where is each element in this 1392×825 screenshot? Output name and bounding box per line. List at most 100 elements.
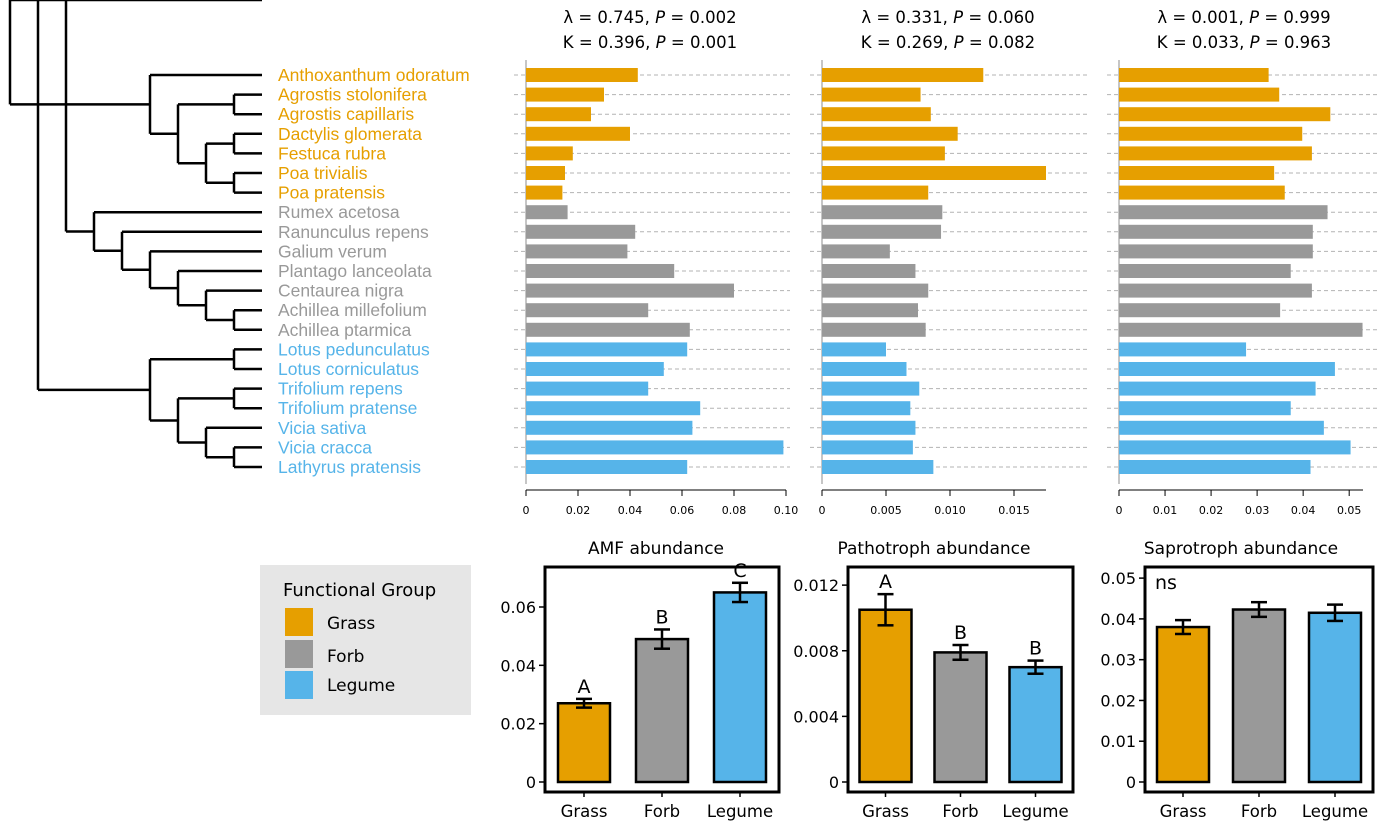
species-bar-panels: λ = 0.745, P = 0.002 K = 0.396, P = 0.001… bbox=[514, 8, 1380, 559]
group-bar-grass bbox=[556, 702, 612, 784]
group-bar-grass bbox=[858, 608, 913, 784]
bar-centaurea-nigra bbox=[1119, 283, 1312, 298]
bar-trifolium-repens bbox=[1119, 381, 1316, 396]
bar-plantago-lanceolata bbox=[1119, 264, 1291, 278]
phylogenetic-tree bbox=[8, 0, 262, 469]
bar-lotus-pedunculatus bbox=[526, 342, 688, 357]
x-tick-label: 0 bbox=[523, 504, 530, 517]
bar-agrostis-capillaris bbox=[1119, 107, 1331, 122]
bar-achillea-millefolium bbox=[1119, 303, 1281, 318]
group-bar-forb bbox=[634, 637, 690, 784]
species-label-rumex-acetosa: Rumex acetosa bbox=[278, 202, 400, 222]
stat-line: K = 0.396, P = 0.001 bbox=[563, 33, 737, 52]
species-label-poa-pratensis: Poa pratensis bbox=[278, 183, 385, 203]
bar-vicia-sativa bbox=[526, 420, 693, 435]
species-bar-chart-3: λ = 0.001, P = 0.999 K = 0.033, P = 0.963… bbox=[1107, 8, 1380, 559]
species-label-lotus-corniculatus: Lotus corniculatus bbox=[278, 359, 419, 379]
bar-dactylis-glomerata bbox=[1119, 126, 1303, 141]
species-label-dactylis-glomerata: Dactylis glomerata bbox=[278, 124, 422, 144]
x-axis-title: Saprotroph abundance bbox=[1144, 539, 1338, 559]
group-bar-chart-3: 0 0.01 0.02 0.03 0.04 0.05 Grass Forb Legume ns bbox=[1100, 565, 1375, 821]
bar-vicia-sativa bbox=[822, 420, 916, 435]
bar-poa-pratensis bbox=[1119, 185, 1285, 200]
bar-lotus-corniculatus bbox=[1119, 362, 1335, 376]
y-tick-label: 0.01 bbox=[1100, 732, 1136, 751]
group-bar-legume bbox=[1307, 611, 1363, 784]
species-label-agrostis-capillaris: Agrostis capillaris bbox=[278, 104, 414, 124]
legend: Functional Group Grass Forb Legume bbox=[260, 565, 471, 715]
bar-anthoxanthum-odoratum bbox=[822, 68, 984, 82]
x-tick-label: 0.02 bbox=[1199, 504, 1224, 517]
y-tick-label: 0 bbox=[829, 773, 839, 792]
bar-ranunculus-repens bbox=[526, 224, 636, 239]
x-tick-label: 0.06 bbox=[670, 504, 695, 517]
bar-centaurea-nigra bbox=[822, 283, 929, 298]
species-label-ranunculus-repens: Ranunculus repens bbox=[278, 222, 429, 242]
bar-vicia-cracca bbox=[526, 440, 784, 455]
legend-label-legume: Legume bbox=[327, 676, 395, 696]
bar-rumex-acetosa bbox=[822, 205, 943, 220]
category-label: Grass bbox=[561, 802, 608, 821]
species-label-plantago-lanceolata: Plantago lanceolata bbox=[278, 261, 432, 281]
x-tick-label: 0.04 bbox=[618, 504, 643, 517]
legend-swatch-forb bbox=[285, 640, 313, 668]
stat-line: K = 0.269, P = 0.082 bbox=[861, 33, 1035, 52]
x-tick-label: 0.01 bbox=[1153, 504, 1178, 517]
bar-lotus-pedunculatus bbox=[1119, 342, 1247, 357]
y-tick-label: 0.04 bbox=[1100, 610, 1136, 629]
x-tick-label: 0.05 bbox=[1337, 504, 1362, 517]
bar-vicia-cracca bbox=[1119, 440, 1351, 455]
bar-achillea-ptarmica bbox=[822, 322, 926, 337]
species-label-lotus-pedunculatus: Lotus pedunculatus bbox=[278, 339, 430, 359]
panel-frame bbox=[543, 565, 781, 794]
bar-galium-verum bbox=[822, 244, 890, 259]
category-label: Grass bbox=[1160, 802, 1207, 821]
species-label-vicia-sativa: Vicia sativa bbox=[278, 418, 366, 438]
legend-label-forb: Forb bbox=[327, 647, 364, 667]
category-label: Forb bbox=[942, 802, 978, 821]
group-bar-forb bbox=[1231, 608, 1287, 784]
bar-anthoxanthum-odoratum bbox=[1119, 68, 1269, 82]
species-label-trifolium-pratense: Trifolium pratense bbox=[278, 398, 417, 418]
significance-letter: C bbox=[733, 560, 746, 582]
significance-letter: B bbox=[954, 622, 967, 644]
bar-poa-trivialis bbox=[1119, 166, 1275, 180]
species-label-achillea-ptarmica: Achillea ptarmica bbox=[278, 320, 412, 340]
legend-swatch-legume bbox=[285, 671, 313, 699]
bar-poa-trivialis bbox=[822, 166, 1046, 180]
bar-agrostis-stolonifera bbox=[1119, 87, 1280, 102]
x-tick-label: 0.08 bbox=[722, 504, 747, 517]
bar-poa-trivialis bbox=[526, 166, 565, 180]
category-label: Forb bbox=[644, 802, 680, 821]
category-label: Forb bbox=[1241, 802, 1277, 821]
panel-frame bbox=[846, 565, 1075, 794]
bar-vicia-sativa bbox=[1119, 420, 1324, 435]
bar-ranunculus-repens bbox=[822, 224, 942, 239]
x-tick-label: 0.015 bbox=[998, 504, 1030, 517]
legend-title: Functional Group bbox=[283, 580, 436, 601]
category-label: Grass bbox=[862, 802, 909, 821]
bar-lathyrus-pratensis bbox=[526, 460, 688, 474]
bar-trifolium-pratense bbox=[1119, 401, 1291, 416]
category-label: Legume bbox=[707, 802, 773, 821]
y-tick-label: 0 bbox=[526, 773, 536, 792]
bar-lathyrus-pratensis bbox=[822, 460, 934, 474]
category-label: Legume bbox=[1002, 802, 1068, 821]
y-tick-label: 0.05 bbox=[1100, 569, 1136, 588]
group-bar-legume bbox=[1008, 665, 1063, 784]
x-tick-label: 0 bbox=[1116, 504, 1123, 517]
significance-letter: A bbox=[578, 676, 591, 698]
bar-dactylis-glomerata bbox=[526, 126, 630, 141]
species-label-centaurea-nigra: Centaurea nigra bbox=[278, 281, 404, 301]
x-tick-label: 0.03 bbox=[1245, 504, 1270, 517]
x-tick-label: 0.010 bbox=[934, 504, 966, 517]
bar-dactylis-glomerata bbox=[822, 126, 958, 141]
bar-trifolium-repens bbox=[822, 381, 920, 396]
group-bar-grass bbox=[1155, 625, 1211, 784]
stat-line: λ = 0.745, P = 0.002 bbox=[563, 8, 736, 27]
species-label-vicia-cracca: Vicia cracca bbox=[278, 437, 372, 457]
x-tick-label: 0.005 bbox=[870, 504, 902, 517]
bar-vicia-cracca bbox=[822, 440, 913, 455]
group-bar-forb bbox=[933, 651, 988, 784]
y-tick-label: 0.03 bbox=[1100, 651, 1136, 670]
